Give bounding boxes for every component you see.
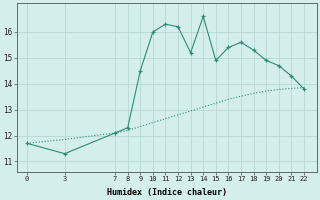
X-axis label: Humidex (Indice chaleur): Humidex (Indice chaleur) [107,188,227,197]
